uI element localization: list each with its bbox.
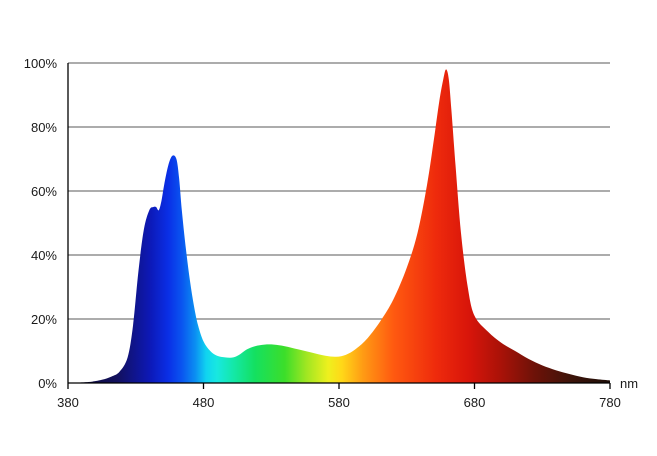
x-tick-label-780: 780 xyxy=(599,395,621,410)
y-tick-label-60pct: 60% xyxy=(31,184,57,199)
axes xyxy=(67,63,611,389)
y-tick-label-80pct: 80% xyxy=(31,120,57,135)
y-tick-labels: 0% 20% 40% 60% 80% 100% xyxy=(24,56,58,391)
x-tick-label-380: 380 xyxy=(57,395,79,410)
x-tick-label-680: 680 xyxy=(464,395,486,410)
y-tick-label-20pct: 20% xyxy=(31,312,57,327)
x-tick-label-580: 580 xyxy=(328,395,350,410)
y-tick-label-40pct: 40% xyxy=(31,248,57,263)
x-tick-label-480: 480 xyxy=(193,395,215,410)
x-axis-label: nm xyxy=(620,376,638,391)
y-tick-label-0pct: 0% xyxy=(38,376,57,391)
spectrum-area xyxy=(68,69,610,384)
x-tick-labels: 380 480 580 680 780 xyxy=(57,395,621,410)
y-tick-label-100pct: 100% xyxy=(24,56,58,71)
